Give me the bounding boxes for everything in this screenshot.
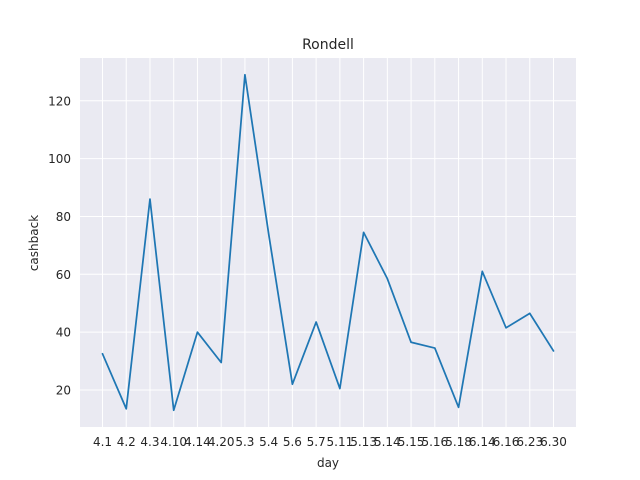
y-tick-label: 20	[56, 383, 71, 397]
x-tick-label: 4.1	[93, 435, 112, 449]
data-point	[458, 406, 460, 408]
data-point	[553, 350, 555, 352]
y-tick-labels: 20 40 60 80 100 120	[48, 94, 71, 397]
x-tick-label: 5.16	[421, 435, 448, 449]
x-tick-label: 5.3	[235, 435, 254, 449]
data-point	[173, 409, 175, 411]
x-gridlines	[102, 58, 554, 427]
series-line	[101, 73, 555, 412]
data-point	[149, 198, 151, 200]
data-point	[363, 231, 365, 233]
data-point	[196, 331, 198, 333]
x-tick-label: 5.13	[350, 435, 377, 449]
y-gridlines	[80, 100, 576, 391]
x-tick-label: 5.14	[374, 435, 401, 449]
data-point	[386, 278, 388, 280]
data-point	[410, 341, 412, 343]
x-tick-label: 5.15	[398, 435, 425, 449]
y-tick-label: 60	[56, 268, 71, 282]
x-tick-labels: 4.1 4.2 4.3 4.104.144.20 5.3 5.4 5.6 5.7 5.115.1…	[93, 435, 567, 449]
data-point	[268, 233, 270, 235]
x-tick-label: 4.14	[184, 435, 211, 449]
x-tick-label: 5.7	[307, 435, 326, 449]
y-tick-label: 100	[48, 152, 71, 166]
x-tick-label: 4.10	[160, 435, 187, 449]
x-tick-label: 5.4	[259, 435, 278, 449]
y-tick-label: 120	[48, 94, 71, 108]
x-tick-label: 6.23	[516, 435, 543, 449]
x-tick-label: 4.3	[140, 435, 159, 449]
data-point	[315, 321, 317, 323]
data-point	[244, 74, 246, 76]
x-tick-label: 5.18	[445, 435, 472, 449]
x-tick-label: 6.30	[540, 435, 567, 449]
data-point	[339, 388, 341, 390]
x-tick-label: 4.20	[208, 435, 235, 449]
x-tick-label: 5.6	[283, 435, 302, 449]
chart-title: Rondell	[302, 37, 354, 53]
data-point	[481, 270, 483, 272]
data-point	[434, 347, 436, 349]
data-point	[125, 408, 127, 410]
data-point	[102, 353, 104, 355]
series-layer	[101, 73, 555, 412]
x-tick-label: 6.16	[493, 435, 520, 449]
x-tick-label: 4.2	[117, 435, 136, 449]
x-tick-label: 6.14	[469, 435, 496, 449]
data-point	[505, 327, 507, 329]
data-point	[529, 312, 531, 314]
y-tick-label: 80	[56, 210, 71, 224]
plot-area	[80, 58, 576, 427]
y-tick-label: 40	[56, 326, 71, 340]
data-point	[220, 362, 222, 364]
x-axis-label: day	[317, 456, 339, 470]
data-point	[291, 383, 293, 385]
x-tick-label: 5.11	[327, 435, 354, 449]
y-axis-label: cashback	[27, 215, 41, 271]
